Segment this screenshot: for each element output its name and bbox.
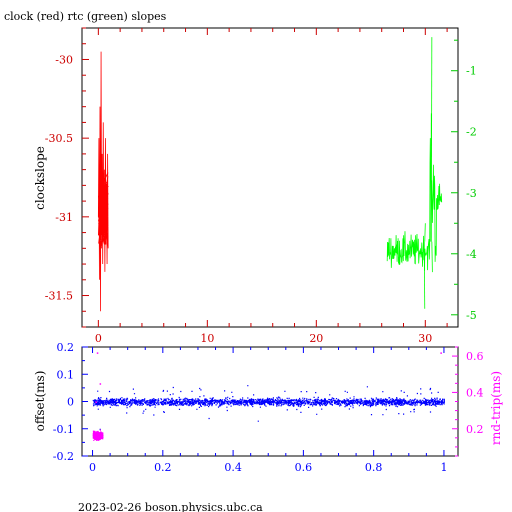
top-y2-axis: -1 -2 -3 -4 -5 <box>451 39 477 322</box>
x-tick-label: 10 <box>200 332 214 345</box>
x-tick-label: 20 <box>309 332 323 345</box>
bottom-y-axis: 0.2 0.1 0 -0.1 -0.2 <box>53 341 88 463</box>
y-tick-label: -30 <box>55 53 73 66</box>
clock-series <box>97 51 109 312</box>
x-tick-label: 0.2 <box>154 461 172 474</box>
y-tick-label: 0.1 <box>57 368 75 381</box>
y2-tick-label: -5 <box>466 309 477 322</box>
x-tick-label: 0 <box>95 332 102 345</box>
bottom-y2-label: rnd-trip(ms) <box>489 371 503 445</box>
top-plot-frame <box>81 27 459 328</box>
rtc-spike <box>430 37 433 242</box>
y2-tick-label: -4 <box>466 248 477 261</box>
y-tick-label: -0.1 <box>53 423 74 436</box>
clock-line <box>97 51 109 312</box>
x-tick-label: 0.6 <box>295 461 313 474</box>
x-tick-label: 30 <box>418 332 432 345</box>
bottom-panel: 0 0.2 0.4 0.6 0.8 1 0.2 0.1 0 -0.1 -0.2 0.6 0.4 0.2… <box>33 341 503 474</box>
y2-tick-label: -2 <box>466 126 477 139</box>
y-tick-label: 0.2 <box>57 341 75 354</box>
top-panel: 0 10 20 30 -30 -30.5 -31 -31.5 -1 -2 -3 -4 -5 cloc… <box>33 27 477 345</box>
rndtrip-points <box>92 352 442 441</box>
bottom-x-axis: 0 0.2 0.4 0.6 0.8 1 <box>89 347 447 474</box>
y2-tick-label: -1 <box>466 65 477 78</box>
y2-tick-label: 0.2 <box>466 423 484 436</box>
y-tick-label: -31 <box>55 211 73 224</box>
x-tick-label: 0 <box>89 461 96 474</box>
bottom-y-label: offset(ms) <box>33 371 47 432</box>
chart-title: clock (red) rtc (green) slopes <box>4 10 167 23</box>
x-tick-label: 0.4 <box>224 461 242 474</box>
rtc-spike <box>424 223 426 242</box>
y-tick-label: -0.2 <box>53 450 74 463</box>
offset-series <box>92 385 445 430</box>
top-y-label: clockslope <box>33 146 47 210</box>
y-tick-label: -31.5 <box>45 290 73 303</box>
x-tick-label: 0.8 <box>365 461 383 474</box>
rndtrip-series <box>92 352 442 441</box>
y-tick-label: 0 <box>67 396 74 409</box>
y2-tick-label: 0.6 <box>466 350 484 363</box>
y-tick-label: -30.5 <box>45 132 73 145</box>
x-tick-label: 1 <box>440 461 447 474</box>
footer-text: 2023-02-26 boson.physics.ubc.ca <box>78 501 263 512</box>
top-x-axis: 0 10 20 30 <box>95 28 448 345</box>
bottom-y2-axis: 0.6 0.4 0.2 <box>452 346 484 457</box>
top-y-axis: -30 -30.5 -31 -31.5 <box>45 27 89 328</box>
rtc-series <box>386 37 443 309</box>
y2-tick-label: 0.4 <box>466 386 484 399</box>
rtc-line <box>386 138 443 271</box>
y2-tick-label: -3 <box>466 187 477 200</box>
offset-points <box>92 385 445 430</box>
rtc-spike <box>431 241 433 273</box>
rtc-spike <box>423 241 426 309</box>
